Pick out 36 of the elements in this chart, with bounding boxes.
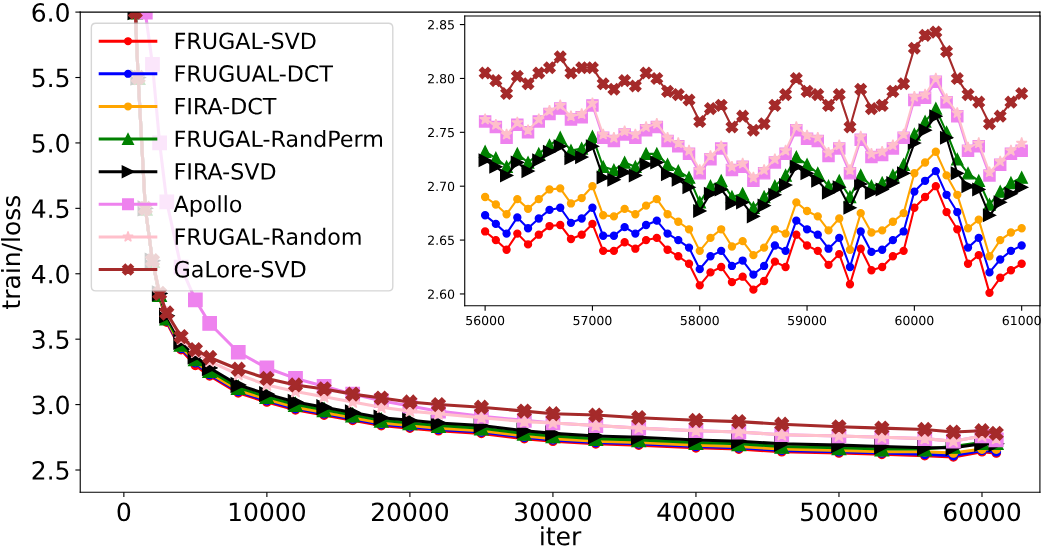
legend-label: Apollo: [173, 195, 242, 217]
y-tick-label: 2.70: [428, 181, 455, 192]
x-tick-label: 58000: [680, 315, 719, 326]
x-tick-label: 57000: [573, 315, 612, 326]
y-tick-label: 2.75: [428, 127, 454, 138]
x-tick-label: 50000: [801, 502, 878, 522]
x-tick-label: 60000: [943, 502, 1021, 522]
x-tick-label: 30000: [515, 502, 592, 522]
y-tick-label: 6.0: [32, 3, 69, 22]
legend-label: FRUGAL-SVD: [175, 32, 316, 50]
y-tick-label: 4.5: [31, 199, 69, 219]
x-tick-label: 0: [117, 502, 131, 522]
x-tick-label: 56000: [466, 315, 505, 326]
y-tick-label: 3.5: [32, 330, 69, 350]
y-tick-label: 2.85: [428, 20, 454, 30]
legend-label: FRUGAL-RandPerm: [175, 129, 383, 148]
y-tick-label: 2.80: [428, 73, 455, 84]
legend-label: FIRA-DCT: [175, 97, 277, 115]
y-tick-label: 2.5: [32, 460, 69, 480]
legend-label: FRUGUAL-DCT: [175, 65, 334, 82]
y-axis-title: train/loss: [1, 195, 23, 309]
y-tick-label: 5.0: [32, 133, 69, 153]
y-tick-label: 3.0: [32, 395, 69, 415]
y-tick-label: 2.65: [428, 235, 454, 245]
y-tick-label: 2.60: [428, 289, 455, 299]
x-tick-label: 40000: [657, 502, 735, 522]
x-tick-label: 59000: [788, 315, 827, 326]
x-tick-label: 10000: [229, 502, 305, 522]
x-tick-label: 60000: [895, 315, 934, 326]
legend-label: FRUGAL-Random: [175, 227, 361, 246]
legend-label: FIRA-SVD: [175, 162, 276, 180]
x-tick-label: 20000: [371, 502, 448, 522]
legend-label: GaLore-SVD: [174, 260, 306, 278]
y-tick-label: 4.0: [31, 264, 69, 284]
y-tick-label: 5.5: [32, 68, 69, 88]
x-axis-title: iter: [541, 526, 582, 546]
